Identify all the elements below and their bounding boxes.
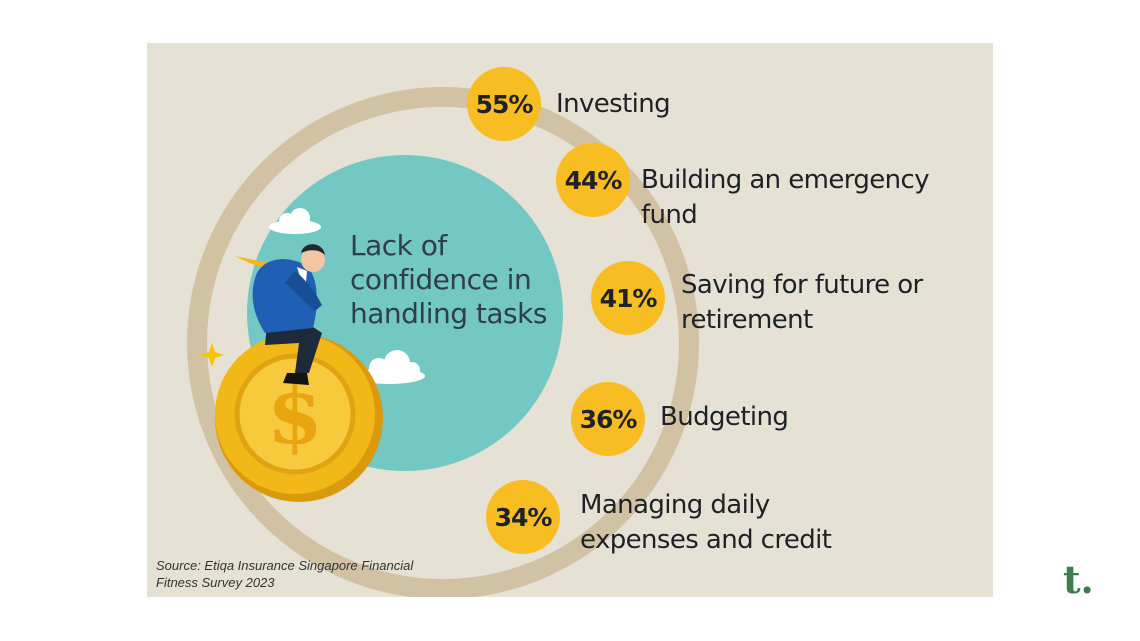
badge-value: 44% [565, 166, 623, 195]
infographic-panel: $ 55% 44% [147, 43, 993, 597]
badge-investing: 55% [467, 67, 541, 141]
ring-track [187, 87, 699, 597]
chart-title: Lack of confidence in handling tasks [350, 229, 547, 330]
source-note: Source: Etiqa Insurance Singapore Financ… [156, 558, 414, 590]
badge-budgeting: 36% [571, 382, 645, 456]
infographic-art: $ 55% 44% [187, 67, 699, 597]
cloud-icon [353, 350, 425, 384]
badge-value: 36% [580, 405, 638, 434]
badge-daily-expenses: 34% [486, 480, 560, 554]
category-label-saving-retirement: Saving for future or retirement [681, 270, 923, 335]
badge-saving-retirement: 41% [591, 261, 665, 335]
businessman-illustration [235, 244, 325, 385]
category-label-investing: Investing [556, 89, 671, 119]
category-label-budgeting: Budgeting [660, 402, 789, 432]
category-label-daily-expenses: Managing daily expenses and credit [580, 490, 832, 555]
cloud-icon [269, 208, 321, 234]
category-label-emergency-fund: Building an emergency fund [641, 165, 930, 230]
badge-emergency-fund: 44% [556, 143, 630, 217]
brand-logo: t. [1063, 557, 1094, 602]
sparkle-icon [200, 343, 224, 367]
badge-value: 55% [476, 90, 534, 119]
badge-value: 41% [600, 284, 658, 313]
badge-value: 34% [495, 503, 553, 532]
